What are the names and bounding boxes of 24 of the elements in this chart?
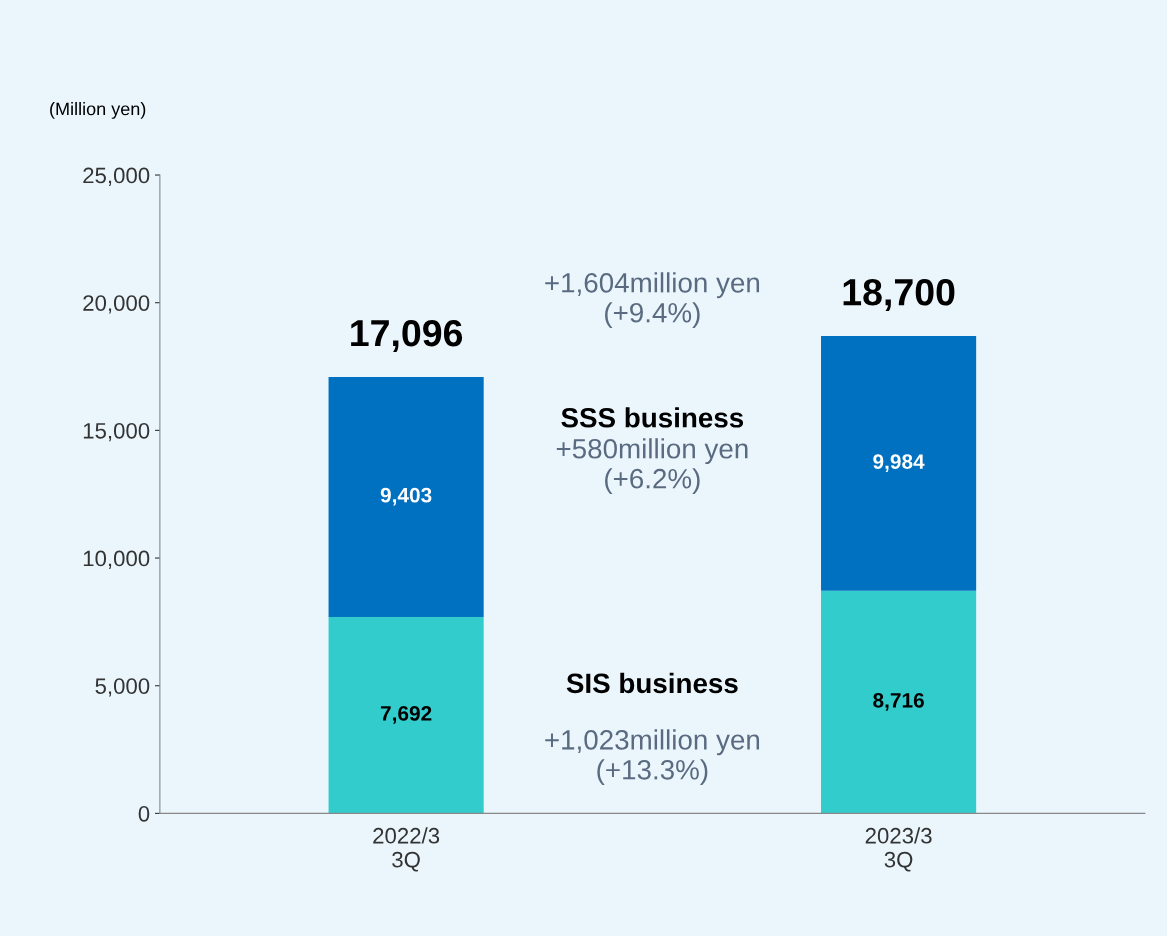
- bar: [328, 616, 484, 814]
- y-axis-title: (Million yen): [50, 102, 146, 119]
- y-tick-label: 25,000: [83, 167, 150, 186]
- total-label: 18,700: [843, 278, 955, 311]
- y-tick-label: 15,000: [83, 422, 150, 442]
- data-label: 9,403: [380, 487, 432, 506]
- x-tick-label: 2023/3 3Q: [865, 827, 932, 872]
- annotation: +580million yen (+6.2%): [556, 438, 748, 495]
- bar: [821, 335, 977, 591]
- total-label: 17,096: [351, 319, 463, 352]
- data-label: 8,716: [873, 692, 924, 711]
- annotation: +1,023million yen (+13.3%): [545, 729, 760, 786]
- y-tick-label: 0: [138, 805, 150, 822]
- x-tick-label: 2022/3 3Q: [373, 827, 440, 872]
- annotation: +1,604million yen (+9.4%): [545, 272, 760, 329]
- data-label: 9,984: [873, 454, 925, 472]
- text: SIS business: [566, 672, 738, 694]
- y-tick-label: 5,000: [95, 678, 150, 697]
- bar: [328, 376, 484, 617]
- y-tick-label: 20,000: [83, 295, 150, 314]
- data-label: 7,692: [380, 706, 432, 724]
- text: SSS business: [561, 407, 744, 428]
- bar: [821, 590, 977, 814]
- y-tick-label: 10,000: [83, 550, 150, 569]
